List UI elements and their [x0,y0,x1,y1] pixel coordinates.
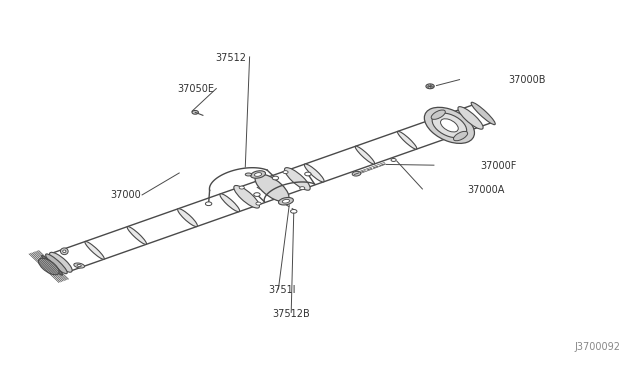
Text: 37000: 37000 [110,190,141,200]
Ellipse shape [255,174,289,202]
Ellipse shape [272,176,278,180]
Text: 37000A: 37000A [467,185,504,195]
Ellipse shape [431,110,445,119]
Ellipse shape [60,248,68,254]
Ellipse shape [397,131,417,149]
Ellipse shape [278,198,293,205]
Ellipse shape [282,199,289,203]
Text: 3751l: 3751l [268,285,295,295]
Ellipse shape [77,264,81,267]
Text: 37000B: 37000B [509,75,547,85]
Ellipse shape [85,241,104,259]
Ellipse shape [352,171,361,176]
Ellipse shape [285,168,310,190]
Ellipse shape [192,110,198,114]
Ellipse shape [234,186,259,208]
Ellipse shape [426,84,435,89]
Ellipse shape [471,102,495,125]
Ellipse shape [256,202,261,205]
Text: 37512B: 37512B [273,310,310,319]
Text: 37050E: 37050E [177,84,214,94]
Ellipse shape [220,194,239,212]
Ellipse shape [300,187,305,190]
Ellipse shape [424,107,474,144]
Ellipse shape [432,113,467,138]
Ellipse shape [74,263,84,268]
Text: J3700092: J3700092 [575,341,621,352]
Ellipse shape [127,227,147,244]
Ellipse shape [440,119,458,132]
Ellipse shape [391,158,396,161]
Text: 37000F: 37000F [480,161,516,170]
Ellipse shape [49,252,72,272]
Ellipse shape [245,173,252,176]
Ellipse shape [305,164,324,182]
Ellipse shape [42,256,63,275]
Ellipse shape [239,186,244,189]
Ellipse shape [454,131,468,141]
Ellipse shape [45,254,67,274]
Ellipse shape [305,172,311,176]
Ellipse shape [255,173,262,176]
Ellipse shape [38,258,59,275]
Ellipse shape [178,209,197,227]
Ellipse shape [458,107,483,129]
Ellipse shape [253,193,260,196]
Ellipse shape [291,209,297,213]
Ellipse shape [283,171,288,174]
Ellipse shape [355,146,374,164]
Ellipse shape [205,202,212,206]
Ellipse shape [251,171,266,178]
Ellipse shape [63,250,66,253]
Text: 37512: 37512 [216,53,246,62]
